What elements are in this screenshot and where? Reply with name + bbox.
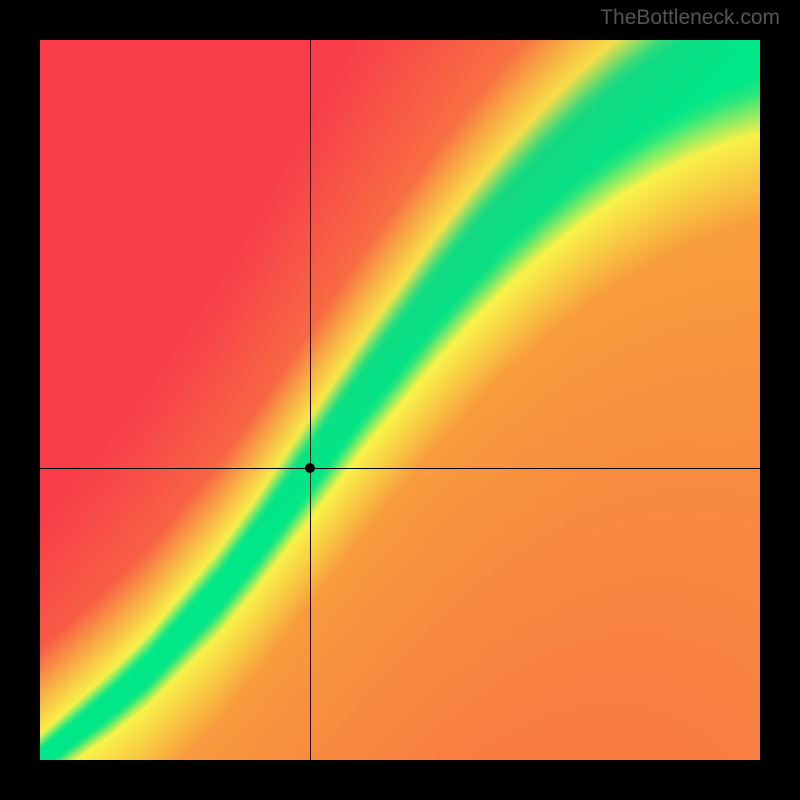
heatmap-plot [40, 40, 760, 760]
heatmap-canvas [40, 40, 760, 760]
crosshair-marker [305, 463, 315, 473]
crosshair-vertical [310, 40, 311, 760]
watermark-text: TheBottleneck.com [600, 6, 780, 30]
crosshair-horizontal [40, 468, 760, 469]
